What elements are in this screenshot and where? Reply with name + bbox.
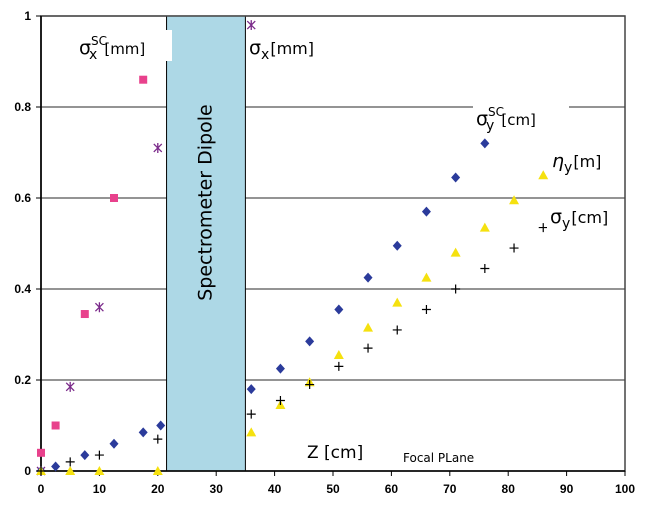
point-sy_sc <box>80 450 90 461</box>
point-sy <box>451 284 461 294</box>
point-sy <box>480 264 490 274</box>
point-sy_sc <box>451 172 461 183</box>
point-sy <box>363 343 373 353</box>
series-label-eta_y: ηy[m] <box>552 150 601 176</box>
point-sy_sc <box>363 272 373 283</box>
point-sy_sc <box>138 427 148 438</box>
point-sx_sc <box>139 75 148 84</box>
point-sy_sc <box>109 438 119 449</box>
x-tick-label: 100 <box>615 482 635 496</box>
point-eta_y <box>94 466 105 475</box>
point-sy <box>392 325 402 335</box>
point-sy_sc <box>246 384 256 395</box>
point-eta_y <box>152 466 163 475</box>
point-sy <box>36 466 46 476</box>
point-eta_y <box>538 170 549 180</box>
point-sy_sc <box>392 240 402 251</box>
point-eta_y <box>421 272 432 282</box>
point-sy <box>421 304 431 314</box>
dipole-block <box>166 15 246 472</box>
series-label-bg <box>473 101 569 132</box>
series-label-sx: σx[mm] <box>249 37 314 63</box>
point-sy <box>94 450 104 460</box>
labels-layer: σSC x [mm] σx[mm] σSC y [cm] ηy[m] σy[cm] Z [cm] F… <box>76 30 623 465</box>
y-tick-label: 0.6 <box>14 191 31 205</box>
dipole-label: Spectrometer Dipole <box>194 104 216 300</box>
point-eta_y <box>246 427 257 437</box>
point-sx <box>246 20 256 31</box>
y-tick-label: 1 <box>24 9 31 23</box>
x-tick-label: 90 <box>560 482 574 496</box>
point-sy <box>538 223 548 233</box>
series-label-sy_sc: σSC y [cm] <box>476 105 536 134</box>
y-tick-label: 0.4 <box>14 282 31 296</box>
point-sy <box>65 457 75 467</box>
point-eta_y <box>509 195 520 205</box>
series-label-bg <box>76 30 172 61</box>
point-sy <box>153 434 163 444</box>
point-sy_sc <box>275 363 285 374</box>
series-label-sy: σy[cm] <box>550 206 608 232</box>
series-label-bg <box>246 30 320 61</box>
x-axis-label: Z [cm] <box>307 443 363 463</box>
point-eta_y <box>392 297 403 307</box>
point-sy <box>275 395 285 405</box>
point-sx <box>65 381 75 392</box>
x-tick-label: 70 <box>443 482 457 496</box>
point-sx_sc <box>110 194 118 202</box>
point-sy_sc <box>305 336 315 347</box>
dipole-layer: Spectrometer Dipole <box>166 15 246 472</box>
point-sy_sc <box>334 304 344 315</box>
focal-plane-annotation: Focal PLane <box>403 451 474 465</box>
point-sy_sc <box>51 461 61 472</box>
point-sx_sc <box>80 310 89 319</box>
point-eta_y <box>479 222 490 232</box>
x-tick-label: 20 <box>151 482 165 496</box>
point-eta_y <box>333 349 344 359</box>
point-sy <box>334 361 344 371</box>
y-tick-label: 0.8 <box>14 100 31 114</box>
point-sx <box>153 142 163 153</box>
x-tick-label: 80 <box>502 482 516 496</box>
points-layer <box>36 20 549 476</box>
point-sy <box>246 409 256 419</box>
point-eta_y <box>363 322 374 332</box>
point-sy_sc <box>156 420 166 431</box>
series-label-bg <box>549 143 623 174</box>
series-label-bg <box>547 199 621 230</box>
x-tick-label: 50 <box>326 482 340 496</box>
y-tick-label: 0 <box>24 464 31 478</box>
point-sx_sc <box>51 421 60 430</box>
point-sx <box>94 302 104 313</box>
x-tick-label: 40 <box>268 482 282 496</box>
point-eta_y <box>65 466 76 475</box>
y-tick-label: 0.2 <box>14 373 31 387</box>
point-eta_y <box>450 247 461 257</box>
point-sy_sc <box>480 138 490 149</box>
point-sx_sc <box>37 448 45 457</box>
series-label-sx_sc: σSC x [mm] <box>79 34 145 63</box>
point-sy_sc <box>421 206 431 217</box>
x-tick-label: 10 <box>93 482 107 496</box>
axes-layer: 0 10 20 30 40 50 60 70 80 90 100 0 0.2 0.4 0.6 0.8 1 <box>14 9 635 496</box>
point-sy <box>305 380 315 390</box>
x-tick-label: 60 <box>385 482 399 496</box>
x-tick-label: 0 <box>38 482 45 496</box>
x-tick-label: 30 <box>210 482 224 496</box>
point-sy <box>509 243 519 253</box>
